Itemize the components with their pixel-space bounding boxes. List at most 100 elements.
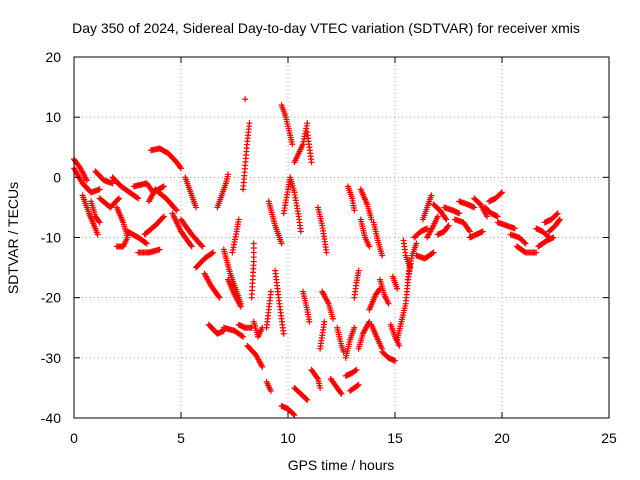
- data-point: [521, 239, 528, 246]
- tick-labels: 0 5 10 15 20 25 -40 -30 -20 -10 0 10 20: [41, 49, 617, 446]
- data-point: [484, 213, 491, 220]
- data-point: [366, 318, 373, 325]
- data-point: [338, 390, 345, 397]
- y-tick-label: -10: [41, 230, 61, 246]
- data-point: [494, 213, 501, 220]
- y-tick-label: -40: [41, 410, 61, 426]
- data-point: [242, 96, 249, 103]
- data-point: [445, 222, 452, 229]
- data-point: [83, 177, 90, 184]
- y-tick-label: 10: [45, 109, 61, 125]
- data-point: [210, 249, 217, 256]
- data-point: [465, 227, 472, 234]
- data-point: [321, 318, 328, 325]
- data-point: [303, 395, 310, 402]
- data-point: [96, 219, 103, 226]
- data-point: [143, 240, 150, 247]
- data-point: [471, 204, 478, 211]
- data-point: [466, 228, 473, 235]
- data-point: [267, 288, 274, 295]
- data-point: [304, 120, 311, 127]
- data-point: [188, 243, 195, 250]
- data-point: [442, 215, 449, 222]
- data-point: [113, 243, 120, 250]
- data-point: [250, 240, 257, 247]
- data-point: [392, 357, 398, 364]
- data-point: [192, 204, 199, 211]
- x-tick-label: 0: [70, 430, 78, 446]
- data-point: [522, 240, 529, 247]
- y-tick-label: 20: [45, 49, 61, 65]
- data-point: [160, 213, 167, 220]
- data-point: [434, 213, 441, 220]
- data-point: [297, 228, 304, 235]
- data-point: [355, 267, 362, 274]
- y-tick-label: -30: [41, 350, 61, 366]
- x-tick-label: 25: [601, 430, 617, 446]
- data-point: [456, 210, 463, 217]
- data-point: [428, 192, 435, 199]
- data-point: [351, 207, 358, 214]
- ticks: [73, 56, 610, 419]
- data-point: [396, 342, 403, 349]
- data-point: [156, 246, 163, 253]
- data-point: [134, 194, 141, 201]
- data-point: [94, 231, 101, 238]
- data-point: [533, 249, 540, 256]
- data-point: [114, 196, 121, 203]
- data-point: [379, 252, 386, 259]
- data-point: [337, 389, 344, 396]
- data-point: [240, 333, 247, 340]
- data-point: [199, 243, 206, 250]
- data-point: [354, 382, 361, 389]
- data-point: [304, 396, 311, 403]
- data-point: [385, 300, 392, 307]
- x-tick-label: 15: [387, 430, 403, 446]
- data-point: [109, 180, 116, 187]
- x-tick-label: 10: [280, 430, 296, 446]
- data-point: [479, 228, 486, 235]
- data-point: [314, 374, 321, 381]
- data-point: [280, 330, 287, 337]
- data-point: [556, 216, 563, 223]
- data-point: [340, 348, 347, 355]
- data-point: [429, 250, 436, 257]
- data-point: [267, 387, 274, 394]
- data-point: [259, 363, 266, 370]
- x-tick-label: 20: [494, 430, 510, 446]
- data-point: [550, 234, 557, 241]
- data-point: [329, 315, 336, 322]
- data-point: [177, 164, 184, 171]
- data-point: [178, 165, 184, 172]
- x-axis-label: GPS time / hours: [288, 457, 395, 473]
- data-point: [135, 195, 142, 202]
- data-point: [553, 211, 560, 218]
- data-point: [96, 186, 103, 193]
- data-point: [444, 223, 451, 230]
- data-point: [323, 249, 330, 256]
- data-point: [413, 240, 420, 247]
- data-point: [95, 218, 102, 225]
- data-point: [355, 381, 362, 388]
- data-point: [555, 217, 562, 224]
- data-point: [115, 195, 122, 202]
- y-tick-label: 0: [53, 169, 61, 185]
- grid: [74, 57, 609, 418]
- data-point: [209, 250, 216, 257]
- data-point: [306, 318, 313, 325]
- data-point: [366, 243, 373, 250]
- data-point: [290, 410, 297, 417]
- data-point: [499, 189, 505, 196]
- data-point: [554, 210, 561, 217]
- data-point: [394, 285, 401, 292]
- data-points: [71, 96, 563, 418]
- data-point: [497, 190, 504, 197]
- data-point: [511, 225, 518, 232]
- data-point: [225, 171, 232, 178]
- data-point: [237, 303, 244, 310]
- data-point: [187, 242, 194, 249]
- data-point: [235, 216, 242, 223]
- data-point: [351, 324, 358, 331]
- data-point: [198, 242, 205, 249]
